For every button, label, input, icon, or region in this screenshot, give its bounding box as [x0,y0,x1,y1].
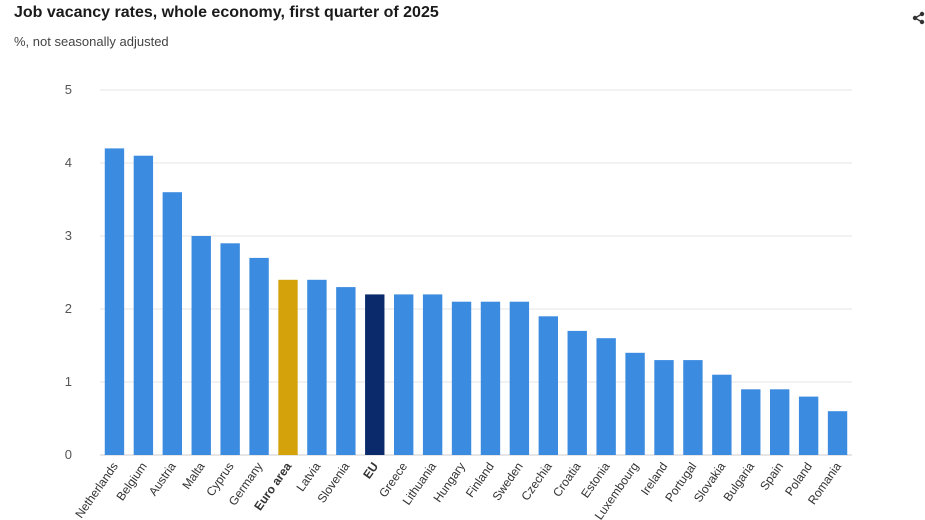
x-tick-label: Malta [179,459,207,491]
chart-subtitle: %, not seasonally adjusted [14,34,169,49]
x-tick-label: Spain [757,460,786,493]
share-icon[interactable] [912,11,925,25]
bar-malta[interactable] [191,236,211,455]
bar-portugal[interactable] [683,360,703,455]
bar-poland[interactable] [798,396,819,455]
bar-belgium[interactable] [133,155,154,455]
bar-finland[interactable] [480,301,501,455]
bar-croatia[interactable] [567,330,587,455]
bar-euro-area[interactable] [278,279,298,455]
bar-netherlands[interactable] [104,148,125,455]
gridlines [100,89,852,456]
bar-latvia[interactable] [307,279,327,455]
y-tick-label: 4 [65,155,72,170]
bar-romania[interactable] [827,411,848,455]
bar-sweden[interactable] [509,301,530,455]
bars [104,148,848,455]
bar-luxembourg[interactable] [625,352,645,455]
y-tick-label: 2 [65,301,72,316]
y-axis-labels: 0 1 2 3 4 5 [65,82,72,462]
x-tick-label: Belgium [114,460,150,504]
bar-austria[interactable] [162,192,182,455]
bar-slovakia[interactable] [712,374,732,455]
bar-lithuania[interactable] [422,294,443,455]
x-tick-label: Netherlands [72,460,121,520]
x-tick-label: EU [360,460,381,482]
bar-estonia[interactable] [596,338,616,455]
bar-greece[interactable] [394,294,414,455]
bar-bulgaria[interactable] [741,389,761,455]
y-tick-label: 3 [65,228,72,243]
bar-spain[interactable] [770,389,790,455]
bar-germany[interactable] [249,257,269,455]
bar-ireland[interactable] [654,360,674,455]
bar-slovenia[interactable] [336,287,356,455]
x-tick-label: Latvia [294,459,324,494]
bar-czechia[interactable] [538,316,558,455]
bar-hungary[interactable] [451,301,472,455]
y-tick-label: 0 [65,447,72,462]
x-tick-label: Czechia [518,459,555,503]
bar-eu[interactable] [365,294,385,455]
x-tick-label: Austria [146,459,179,498]
y-tick-label: 5 [65,82,72,97]
bar-cyprus[interactable] [220,243,240,455]
x-tick-label: Bulgaria [721,459,758,503]
chart-title: Job vacancy rates, whole economy, first … [14,4,439,21]
y-tick-label: 1 [65,374,72,389]
